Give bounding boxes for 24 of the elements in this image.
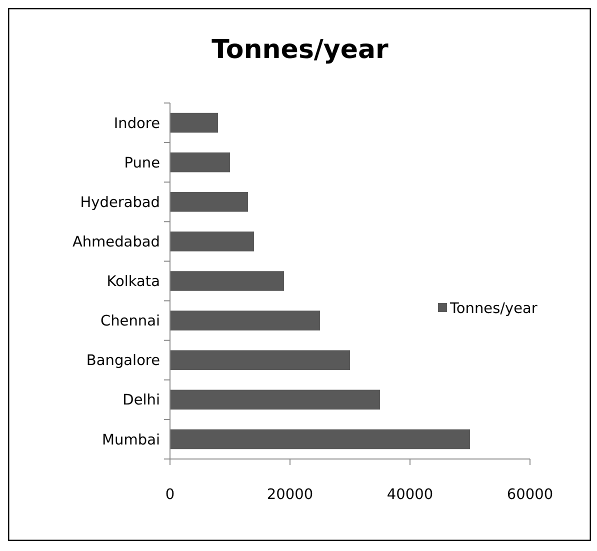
y-tick-label: Mumbai [102, 432, 160, 448]
chart-title: Tonnes/year [212, 35, 389, 65]
y-tick-label: Kolkata [106, 274, 160, 290]
bar [170, 112, 218, 133]
x-tick-label: 0 [165, 487, 175, 503]
bar [170, 310, 320, 330]
bar [170, 232, 254, 252]
y-tick-label: Delhi [122, 392, 160, 409]
bar [170, 429, 470, 450]
legend-label: Tonnes/year [449, 301, 538, 318]
y-tick-label: Indore [114, 116, 160, 132]
y-tick-label: Chennai [100, 314, 160, 330]
y-tick-label: Hyderabad [80, 194, 160, 211]
bar [170, 350, 350, 370]
x-tick-label: 60000 [506, 487, 554, 503]
x-tick-label: 40000 [386, 487, 434, 503]
x-tick-label: 20000 [266, 487, 314, 503]
y-tick-label: Bangalore [86, 353, 160, 370]
bar [170, 152, 230, 172]
bar [170, 390, 380, 410]
bar [170, 271, 284, 291]
bar [170, 192, 248, 212]
y-tick-label: Pune [124, 155, 160, 172]
y-tick-label: Ahmedabad [72, 234, 160, 251]
